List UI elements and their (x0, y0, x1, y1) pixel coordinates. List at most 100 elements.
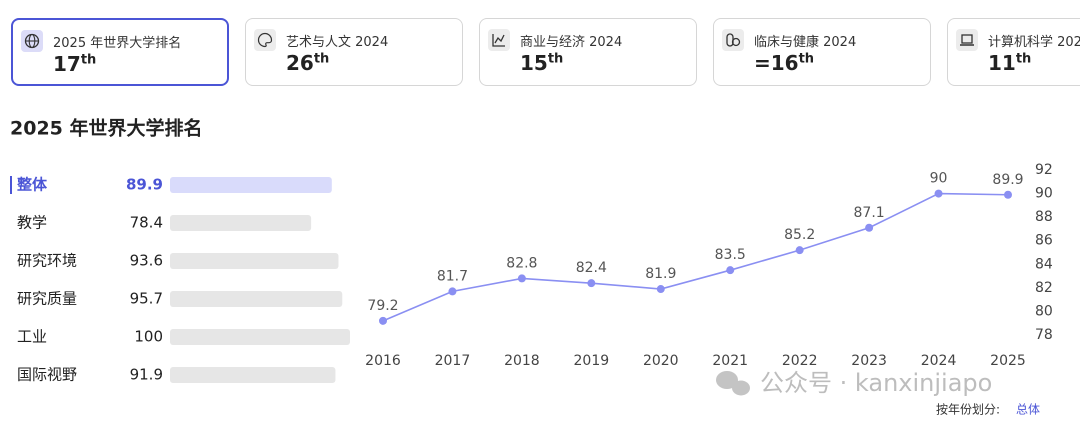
rank-suffix: th (547, 51, 564, 67)
tab-label: 临床与健康 2024 (754, 35, 857, 50)
y-tick-label: 92 (1035, 162, 1053, 178)
row-label: 研究质量 (17, 290, 77, 308)
tab-label: 商业与经济 2024 (520, 35, 623, 50)
point (934, 189, 943, 198)
tab-icon (956, 29, 978, 51)
bar (170, 329, 350, 345)
tab-icon (722, 29, 744, 51)
x-tick-label: 2025 (990, 353, 1026, 369)
tab[interactable]: 2025 年世界大学排名 17th (11, 18, 229, 86)
value-label: 89.9 (126, 176, 163, 194)
rank-number: 17 (53, 52, 81, 76)
point (448, 287, 457, 296)
tab[interactable]: 计算机科学 2024 11th (947, 18, 1080, 86)
data-label: 81.9 (645, 266, 676, 282)
point (587, 279, 596, 288)
tab-rank: 17th (53, 52, 96, 76)
row-label: 教学 (17, 214, 47, 232)
icon (726, 33, 741, 47)
icon (492, 34, 505, 47)
tab-icon (254, 29, 276, 51)
x-tick-label: 2017 (435, 353, 471, 369)
value-label: 100 (134, 328, 163, 346)
tab-label: 计算机科学 2024 (988, 35, 1080, 50)
watermark-icon (716, 371, 750, 396)
selected-marker (10, 176, 12, 194)
y-tick-label: 82 (1035, 280, 1053, 296)
data-label: 83.5 (715, 247, 746, 263)
y-tick-label: 88 (1035, 209, 1053, 225)
x-tick-label: 2020 (643, 353, 679, 369)
row-label: 工业 (17, 328, 47, 346)
x-tick-label: 2024 (921, 353, 957, 369)
x-tick-label: 2019 (574, 353, 610, 369)
point (865, 223, 874, 232)
value-label: 78.4 (130, 214, 163, 232)
tab[interactable]: 商业与经济 2024 15th (479, 18, 697, 86)
point (517, 274, 526, 283)
bar (170, 253, 339, 269)
bar (170, 215, 312, 231)
x-tick-label: 2023 (851, 353, 887, 369)
point (726, 266, 735, 275)
point (379, 316, 387, 325)
rank-suffix: th (798, 51, 815, 67)
tab-label: 2025 年世界大学排名 (53, 36, 182, 51)
y-tick-label: 80 (1035, 303, 1053, 319)
row-label: 整体 (17, 176, 48, 194)
data-label: 82.8 (506, 255, 537, 271)
data-label: 79.2 (367, 298, 398, 314)
point (1004, 190, 1012, 199)
rank-number: 26 (286, 51, 314, 75)
x-tick-label: 2022 (782, 353, 818, 369)
x-tick-label: 2018 (504, 353, 540, 369)
line (382, 192, 1009, 322)
icon (960, 34, 974, 46)
footer-label: 按年份划分: (936, 403, 1000, 417)
tab[interactable]: 临床与健康 2024 =16th (713, 18, 931, 86)
value-label: 91.9 (130, 366, 163, 384)
data-label: 87.1 (854, 205, 885, 221)
rank-suffix: th (313, 51, 330, 67)
data-label: 90 (930, 171, 948, 187)
tab-rank: =16th (754, 51, 814, 75)
data-label: 81.7 (437, 268, 468, 284)
x-tick-label: 2021 (712, 353, 748, 369)
rank-number: 11 (988, 51, 1016, 75)
y-tick-label: 86 (1035, 233, 1053, 249)
bar (170, 367, 336, 383)
row-label: 国际视野 (17, 366, 77, 384)
tab-rank: 11th (988, 51, 1031, 75)
bar (170, 177, 332, 193)
value-label: 95.7 (130, 290, 163, 308)
tab[interactable]: 艺术与人文 2024 26th (245, 18, 463, 86)
tab-rank: 15th (520, 51, 563, 75)
data-label: 85.2 (784, 227, 815, 243)
rank-suffix: th (80, 52, 97, 68)
data-label: 89.9 (992, 172, 1023, 188)
tab-rank: 26th (286, 51, 329, 75)
y-tick-label: 90 (1035, 186, 1053, 202)
row-label: 研究环境 (17, 252, 77, 270)
icon (257, 32, 273, 48)
tab-icon (488, 29, 510, 51)
point (656, 285, 665, 294)
data-label: 82.4 (576, 260, 607, 276)
tab-bar: 2025 年世界大学排名 17th 艺术与人文 2024 26th 商业与经济 2024… (0, 18, 1080, 90)
value-label: 93.6 (130, 252, 163, 270)
icon (24, 33, 40, 49)
y-tick-label: 84 (1035, 256, 1053, 272)
tab-label: 艺术与人文 2024 (286, 35, 389, 50)
rank-suffix: th (1015, 51, 1032, 67)
point (795, 246, 804, 255)
watermark: 公众号 · kanxinjiapo (760, 369, 992, 397)
rank-number: =16 (754, 51, 799, 75)
y-tick-label: 78 (1035, 327, 1053, 343)
section-title: 2025 年世界大学排名 (10, 117, 203, 140)
x-tick-label: 2016 (365, 353, 401, 369)
rank-number: 15 (520, 51, 548, 75)
bar (170, 291, 343, 307)
footer-link[interactable]: 总体 (1016, 403, 1040, 417)
